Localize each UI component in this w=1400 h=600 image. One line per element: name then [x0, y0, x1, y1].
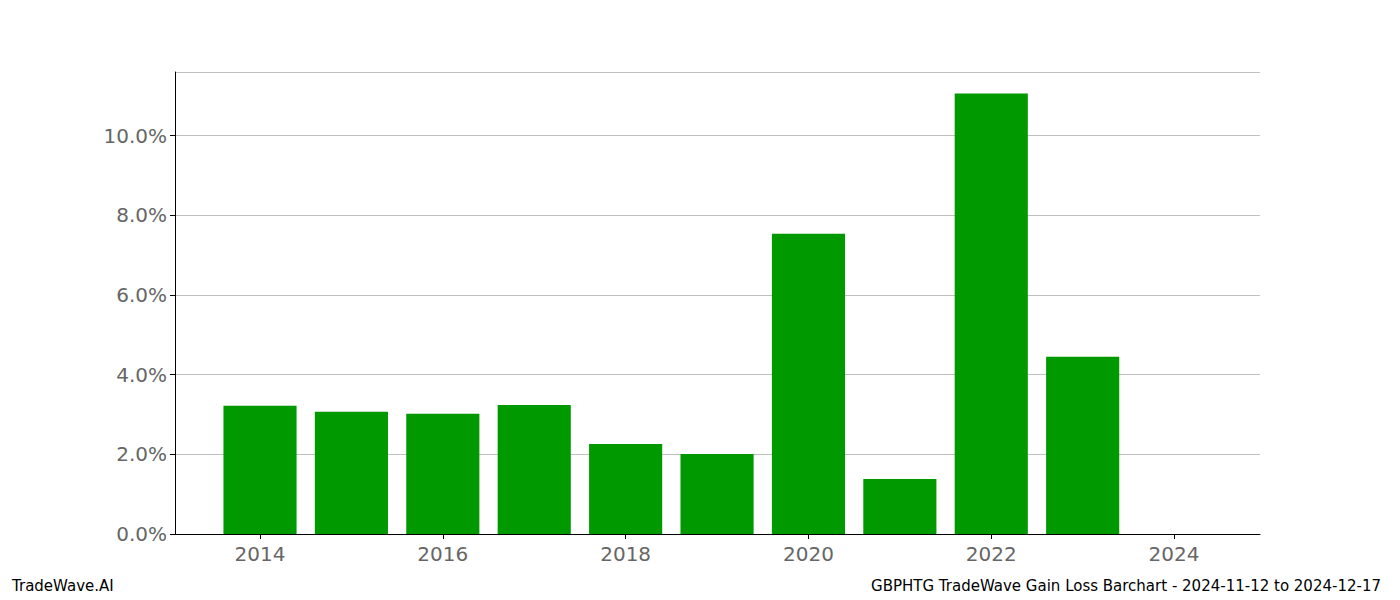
svg-text:2014: 2014: [235, 542, 286, 566]
svg-text:2020: 2020: [783, 542, 834, 566]
svg-text:4.0%: 4.0%: [116, 363, 167, 387]
svg-text:6.0%: 6.0%: [116, 283, 167, 307]
svg-text:GBPHTG TradeWave Gain Loss Bar: GBPHTG TradeWave Gain Loss Barchart - 20…: [871, 577, 1381, 595]
svg-text:2022: 2022: [966, 542, 1017, 566]
svg-text:10.0%: 10.0%: [103, 124, 167, 148]
svg-text:0.0%: 0.0%: [116, 522, 167, 546]
svg-text:TradeWave.AI: TradeWave.AI: [11, 577, 114, 595]
svg-text:2.0%: 2.0%: [116, 442, 167, 466]
svg-text:2016: 2016: [417, 542, 468, 566]
svg-text:2018: 2018: [600, 542, 651, 566]
svg-text:2024: 2024: [1149, 542, 1200, 566]
svg-text:8.0%: 8.0%: [116, 203, 167, 227]
